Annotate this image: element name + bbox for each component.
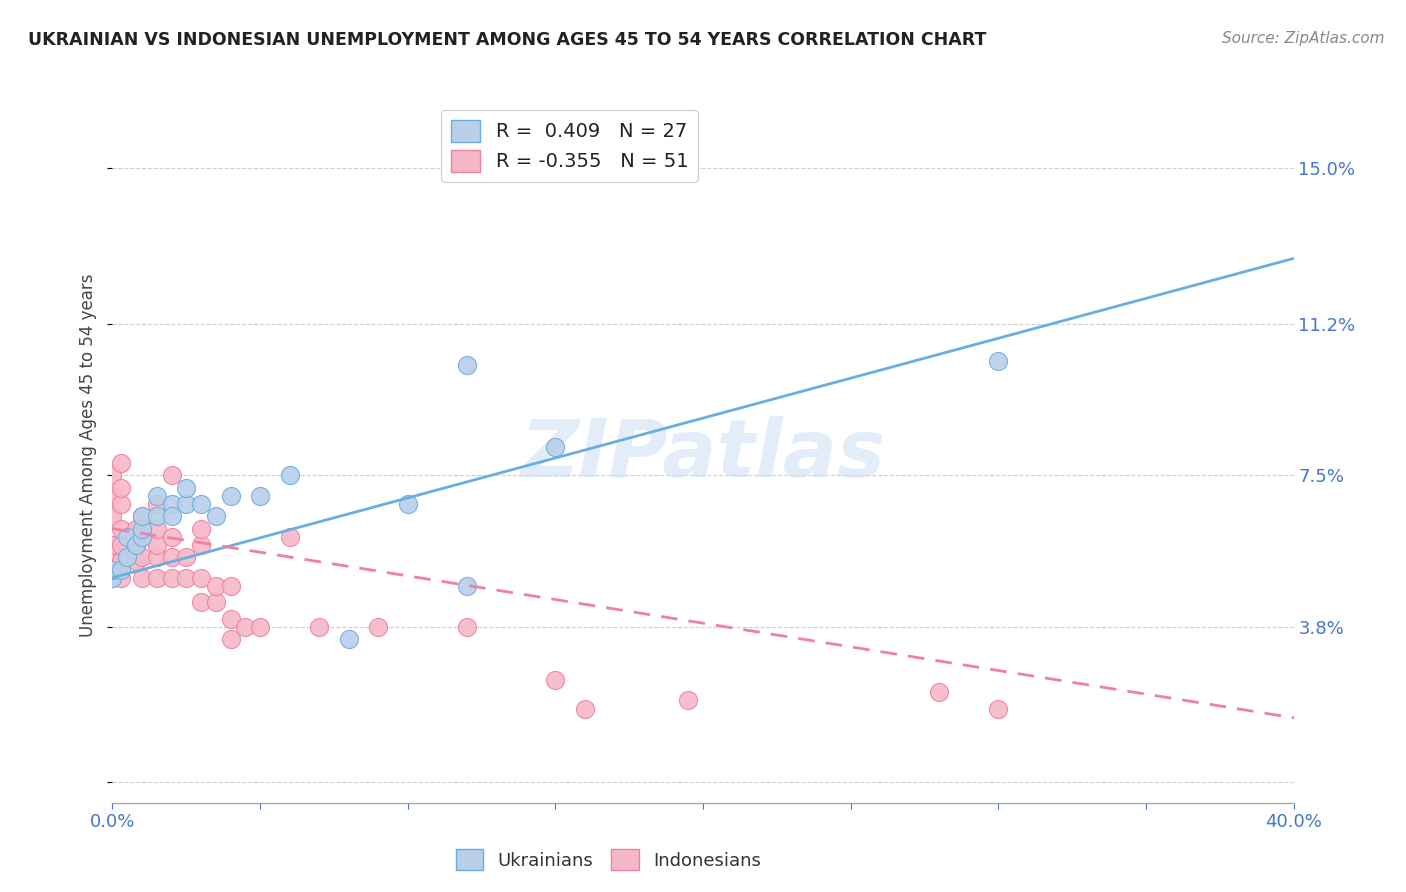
Text: ZIPatlas: ZIPatlas bbox=[520, 416, 886, 494]
Point bbox=[278, 468, 301, 483]
Point bbox=[456, 620, 478, 634]
Point bbox=[110, 538, 132, 552]
Point bbox=[131, 550, 153, 565]
Point bbox=[131, 530, 153, 544]
Point bbox=[146, 538, 169, 552]
Point bbox=[101, 571, 124, 585]
Point bbox=[101, 468, 124, 483]
Point bbox=[205, 509, 228, 524]
Point bbox=[131, 509, 153, 524]
Point bbox=[160, 571, 183, 585]
Point bbox=[125, 522, 148, 536]
Point bbox=[367, 620, 389, 634]
Point bbox=[101, 562, 124, 576]
Point bbox=[131, 522, 153, 536]
Point bbox=[678, 693, 700, 707]
Point bbox=[278, 530, 301, 544]
Point bbox=[190, 522, 212, 536]
Point bbox=[249, 489, 271, 503]
Point bbox=[219, 632, 242, 646]
Point bbox=[190, 497, 212, 511]
Point bbox=[101, 571, 124, 585]
Point bbox=[174, 481, 197, 495]
Point bbox=[396, 497, 419, 511]
Point bbox=[125, 538, 148, 552]
Point bbox=[110, 456, 132, 470]
Point bbox=[233, 620, 256, 634]
Point bbox=[110, 554, 132, 568]
Point bbox=[190, 538, 212, 552]
Point bbox=[190, 595, 212, 609]
Point bbox=[456, 358, 478, 372]
Point bbox=[174, 550, 197, 565]
Point bbox=[174, 571, 197, 585]
Point bbox=[219, 489, 242, 503]
Point bbox=[160, 530, 183, 544]
Point bbox=[219, 612, 242, 626]
Text: Source: ZipAtlas.com: Source: ZipAtlas.com bbox=[1222, 31, 1385, 46]
Point bbox=[110, 497, 132, 511]
Point bbox=[146, 550, 169, 565]
Point bbox=[131, 530, 153, 544]
Point bbox=[146, 489, 169, 503]
Point bbox=[928, 685, 950, 699]
Point bbox=[125, 538, 148, 552]
Point bbox=[146, 571, 169, 585]
Point bbox=[987, 701, 1010, 715]
Point bbox=[110, 571, 132, 585]
Point bbox=[249, 620, 271, 634]
Point bbox=[174, 497, 197, 511]
Y-axis label: Unemployment Among Ages 45 to 54 years: Unemployment Among Ages 45 to 54 years bbox=[79, 273, 97, 637]
Point bbox=[131, 571, 153, 585]
Point bbox=[146, 522, 169, 536]
Point bbox=[160, 509, 183, 524]
Point bbox=[146, 497, 169, 511]
Point bbox=[131, 509, 153, 524]
Point bbox=[987, 353, 1010, 368]
Point bbox=[456, 579, 478, 593]
Point bbox=[101, 571, 124, 585]
Point bbox=[544, 673, 567, 687]
Point bbox=[101, 538, 124, 552]
Point bbox=[205, 595, 228, 609]
Point bbox=[337, 632, 360, 646]
Point bbox=[110, 522, 132, 536]
Point bbox=[101, 554, 124, 568]
Point bbox=[160, 497, 183, 511]
Point bbox=[574, 701, 596, 715]
Legend: Ukrainians, Indonesians: Ukrainians, Indonesians bbox=[449, 842, 768, 877]
Point bbox=[110, 562, 132, 576]
Point bbox=[160, 550, 183, 565]
Point bbox=[110, 481, 132, 495]
Point bbox=[205, 579, 228, 593]
Point bbox=[190, 571, 212, 585]
Point bbox=[117, 550, 138, 565]
Point bbox=[544, 440, 567, 454]
Point bbox=[117, 530, 138, 544]
Point bbox=[308, 620, 330, 634]
Text: UKRAINIAN VS INDONESIAN UNEMPLOYMENT AMONG AGES 45 TO 54 YEARS CORRELATION CHART: UKRAINIAN VS INDONESIAN UNEMPLOYMENT AMO… bbox=[28, 31, 987, 49]
Point bbox=[101, 509, 124, 524]
Point bbox=[219, 579, 242, 593]
Point bbox=[125, 554, 148, 568]
Point bbox=[101, 489, 124, 503]
Point bbox=[160, 468, 183, 483]
Point bbox=[146, 509, 169, 524]
